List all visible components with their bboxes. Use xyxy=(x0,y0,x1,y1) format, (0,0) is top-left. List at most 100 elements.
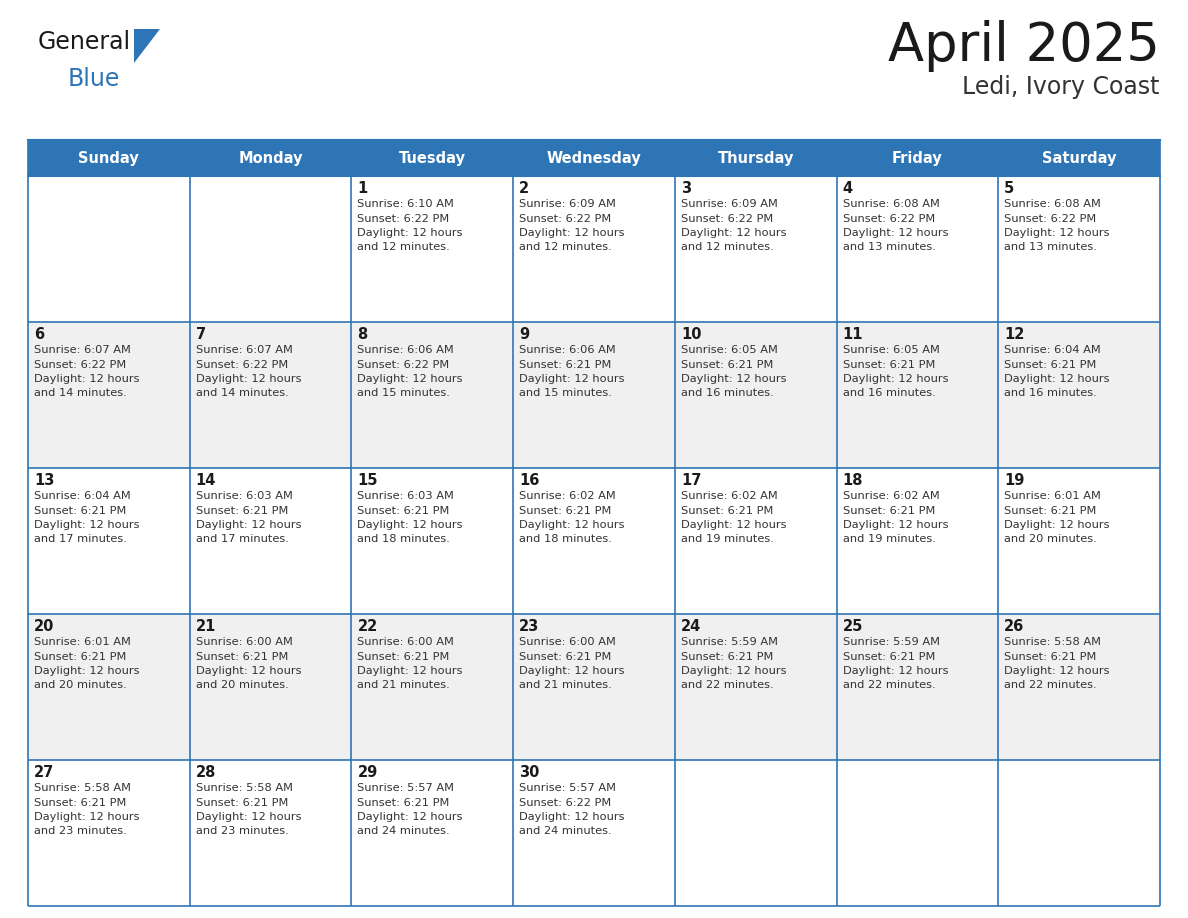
Bar xyxy=(29,322,1159,468)
Text: Sunset: 6:21 PM: Sunset: 6:21 PM xyxy=(34,652,126,662)
Text: Daylight: 12 hours: Daylight: 12 hours xyxy=(34,520,139,530)
Text: 13: 13 xyxy=(34,473,55,488)
Text: 19: 19 xyxy=(1004,473,1025,488)
Text: 29: 29 xyxy=(358,765,378,780)
Text: Daylight: 12 hours: Daylight: 12 hours xyxy=(196,520,302,530)
Text: Sunrise: 6:09 AM: Sunrise: 6:09 AM xyxy=(681,199,778,209)
Text: 10: 10 xyxy=(681,327,701,342)
Text: 24: 24 xyxy=(681,619,701,634)
Text: Sunrise: 6:02 AM: Sunrise: 6:02 AM xyxy=(681,491,778,501)
Text: Daylight: 12 hours: Daylight: 12 hours xyxy=(681,374,786,384)
Text: and 14 minutes.: and 14 minutes. xyxy=(196,388,289,398)
Text: and 21 minutes.: and 21 minutes. xyxy=(358,680,450,690)
Text: Daylight: 12 hours: Daylight: 12 hours xyxy=(1004,374,1110,384)
Text: 22: 22 xyxy=(358,619,378,634)
Text: Sunset: 6:21 PM: Sunset: 6:21 PM xyxy=(1004,506,1097,516)
Text: 6: 6 xyxy=(34,327,44,342)
Text: Sunrise: 5:59 AM: Sunrise: 5:59 AM xyxy=(842,637,940,647)
Text: and 20 minutes.: and 20 minutes. xyxy=(34,680,127,690)
Text: Sunrise: 5:57 AM: Sunrise: 5:57 AM xyxy=(519,783,617,793)
Text: and 17 minutes.: and 17 minutes. xyxy=(34,534,127,544)
Text: Sunset: 6:21 PM: Sunset: 6:21 PM xyxy=(519,506,612,516)
Text: 28: 28 xyxy=(196,765,216,780)
Text: Sunset: 6:22 PM: Sunset: 6:22 PM xyxy=(519,798,612,808)
Text: Sunset: 6:22 PM: Sunset: 6:22 PM xyxy=(34,360,126,370)
Text: Sunrise: 6:07 AM: Sunrise: 6:07 AM xyxy=(34,345,131,355)
Text: Sunset: 6:22 PM: Sunset: 6:22 PM xyxy=(519,214,612,223)
Text: 11: 11 xyxy=(842,327,862,342)
Text: Sunrise: 6:06 AM: Sunrise: 6:06 AM xyxy=(358,345,454,355)
Text: and 12 minutes.: and 12 minutes. xyxy=(681,242,773,252)
Text: Sunrise: 6:07 AM: Sunrise: 6:07 AM xyxy=(196,345,292,355)
Text: Sunrise: 5:58 AM: Sunrise: 5:58 AM xyxy=(196,783,292,793)
Text: Sunrise: 6:09 AM: Sunrise: 6:09 AM xyxy=(519,199,617,209)
Text: Sunrise: 5:58 AM: Sunrise: 5:58 AM xyxy=(34,783,131,793)
Text: Sunrise: 6:00 AM: Sunrise: 6:00 AM xyxy=(358,637,454,647)
Text: Daylight: 12 hours: Daylight: 12 hours xyxy=(358,666,463,676)
Text: and 22 minutes.: and 22 minutes. xyxy=(842,680,935,690)
Text: and 16 minutes.: and 16 minutes. xyxy=(842,388,935,398)
Text: Ledi, Ivory Coast: Ledi, Ivory Coast xyxy=(962,75,1159,99)
Text: Sunset: 6:21 PM: Sunset: 6:21 PM xyxy=(196,798,287,808)
Text: and 12 minutes.: and 12 minutes. xyxy=(519,242,612,252)
Text: Sunset: 6:22 PM: Sunset: 6:22 PM xyxy=(358,360,450,370)
Text: Daylight: 12 hours: Daylight: 12 hours xyxy=(1004,520,1110,530)
Text: 7: 7 xyxy=(196,327,206,342)
Text: and 20 minutes.: and 20 minutes. xyxy=(196,680,289,690)
Text: Sunrise: 6:04 AM: Sunrise: 6:04 AM xyxy=(1004,345,1101,355)
Text: Sunset: 6:22 PM: Sunset: 6:22 PM xyxy=(842,214,935,223)
Text: and 23 minutes.: and 23 minutes. xyxy=(196,826,289,836)
Text: 18: 18 xyxy=(842,473,862,488)
Text: and 17 minutes.: and 17 minutes. xyxy=(196,534,289,544)
Text: 14: 14 xyxy=(196,473,216,488)
Text: and 24 minutes.: and 24 minutes. xyxy=(358,826,450,836)
Text: Daylight: 12 hours: Daylight: 12 hours xyxy=(519,520,625,530)
Text: Daylight: 12 hours: Daylight: 12 hours xyxy=(842,228,948,238)
Text: Sunset: 6:21 PM: Sunset: 6:21 PM xyxy=(358,798,450,808)
Text: Sunday: Sunday xyxy=(78,151,139,165)
Text: and 15 minutes.: and 15 minutes. xyxy=(358,388,450,398)
Text: 23: 23 xyxy=(519,619,539,634)
Text: Wednesday: Wednesday xyxy=(546,151,642,165)
Text: Monday: Monday xyxy=(239,151,303,165)
Text: and 16 minutes.: and 16 minutes. xyxy=(1004,388,1097,398)
Bar xyxy=(29,468,1159,614)
Text: Sunrise: 6:08 AM: Sunrise: 6:08 AM xyxy=(1004,199,1101,209)
Text: Daylight: 12 hours: Daylight: 12 hours xyxy=(681,520,786,530)
Text: Sunset: 6:22 PM: Sunset: 6:22 PM xyxy=(1004,214,1097,223)
Text: 12: 12 xyxy=(1004,327,1025,342)
Text: Daylight: 12 hours: Daylight: 12 hours xyxy=(519,812,625,822)
Text: Daylight: 12 hours: Daylight: 12 hours xyxy=(358,812,463,822)
Text: and 14 minutes.: and 14 minutes. xyxy=(34,388,127,398)
Text: and 18 minutes.: and 18 minutes. xyxy=(519,534,612,544)
Text: Blue: Blue xyxy=(68,67,120,91)
Text: and 13 minutes.: and 13 minutes. xyxy=(842,242,935,252)
Text: Sunrise: 5:58 AM: Sunrise: 5:58 AM xyxy=(1004,637,1101,647)
Text: Sunrise: 5:59 AM: Sunrise: 5:59 AM xyxy=(681,637,778,647)
Text: 1: 1 xyxy=(358,181,367,196)
Text: and 24 minutes.: and 24 minutes. xyxy=(519,826,612,836)
Text: Sunset: 6:22 PM: Sunset: 6:22 PM xyxy=(681,214,773,223)
Text: and 16 minutes.: and 16 minutes. xyxy=(681,388,773,398)
Text: Daylight: 12 hours: Daylight: 12 hours xyxy=(196,374,302,384)
Text: Sunrise: 5:57 AM: Sunrise: 5:57 AM xyxy=(358,783,455,793)
Text: Sunrise: 6:08 AM: Sunrise: 6:08 AM xyxy=(842,199,940,209)
Text: 20: 20 xyxy=(34,619,55,634)
Text: and 22 minutes.: and 22 minutes. xyxy=(1004,680,1097,690)
Text: Tuesday: Tuesday xyxy=(399,151,466,165)
Text: 17: 17 xyxy=(681,473,701,488)
Text: Sunset: 6:21 PM: Sunset: 6:21 PM xyxy=(358,506,450,516)
Text: Daylight: 12 hours: Daylight: 12 hours xyxy=(842,374,948,384)
Text: Sunrise: 6:02 AM: Sunrise: 6:02 AM xyxy=(842,491,940,501)
Text: Sunset: 6:21 PM: Sunset: 6:21 PM xyxy=(842,360,935,370)
Text: Sunrise: 6:03 AM: Sunrise: 6:03 AM xyxy=(196,491,292,501)
Text: Sunset: 6:21 PM: Sunset: 6:21 PM xyxy=(681,652,773,662)
Text: Sunrise: 6:02 AM: Sunrise: 6:02 AM xyxy=(519,491,615,501)
Text: Sunset: 6:22 PM: Sunset: 6:22 PM xyxy=(196,360,287,370)
Text: April 2025: April 2025 xyxy=(889,20,1159,72)
Text: Daylight: 12 hours: Daylight: 12 hours xyxy=(1004,666,1110,676)
Text: Sunrise: 6:05 AM: Sunrise: 6:05 AM xyxy=(842,345,940,355)
Text: and 15 minutes.: and 15 minutes. xyxy=(519,388,612,398)
Text: Daylight: 12 hours: Daylight: 12 hours xyxy=(842,520,948,530)
Text: Daylight: 12 hours: Daylight: 12 hours xyxy=(842,666,948,676)
